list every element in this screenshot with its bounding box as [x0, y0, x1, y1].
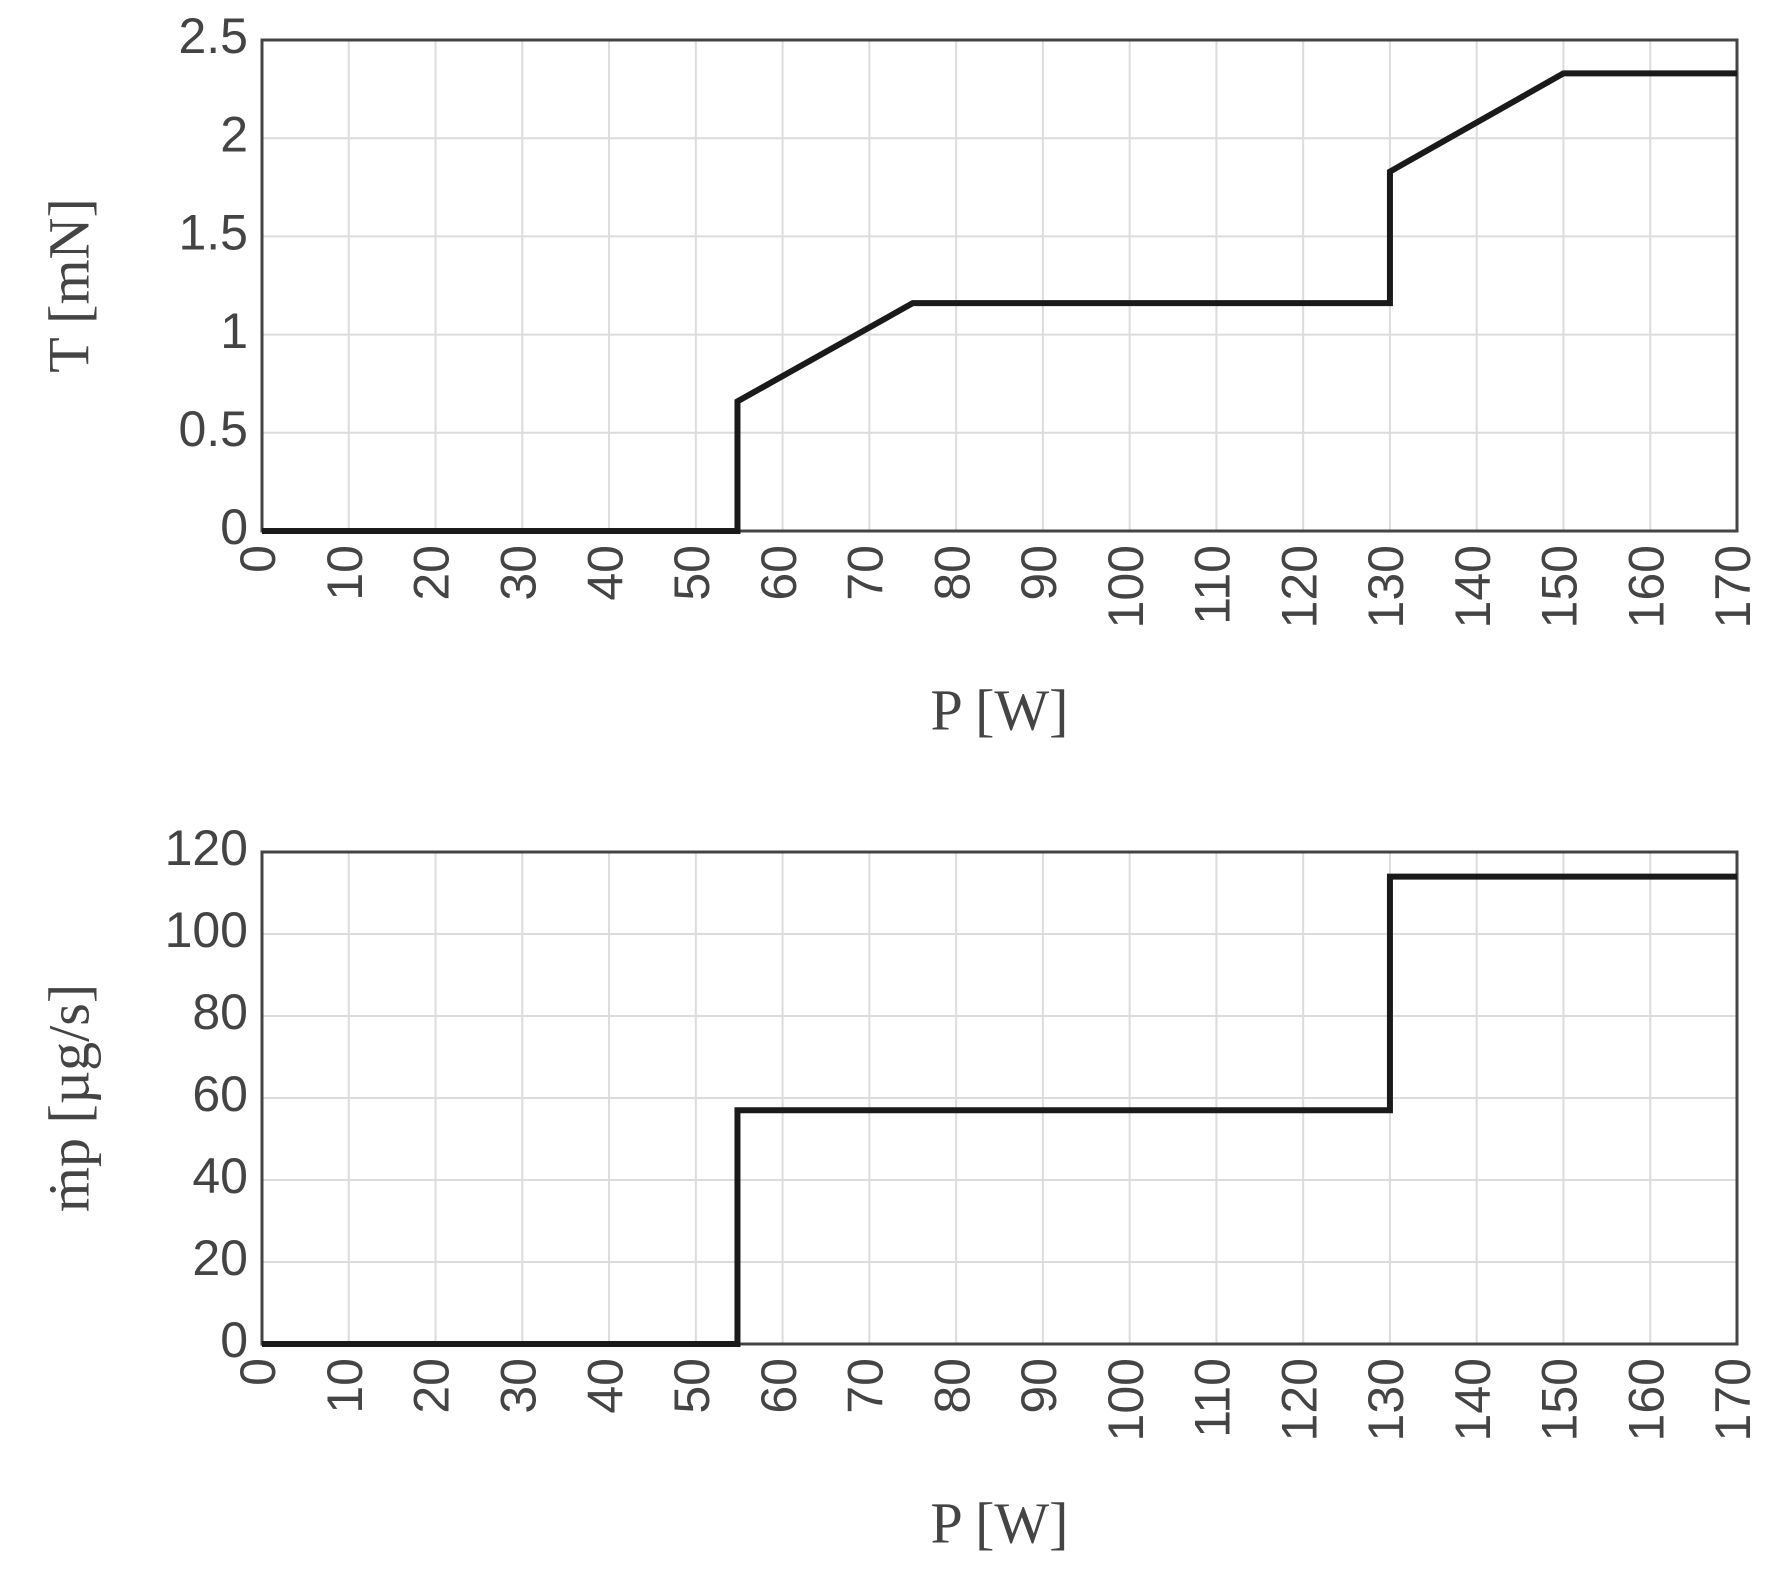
x-tick-label: 30 [490, 545, 546, 601]
x-tick-label: 60 [751, 545, 807, 601]
x-tick-label: 160 [1618, 545, 1674, 628]
line [262, 70, 1737, 534]
x-tick-label: 80 [924, 1358, 980, 1414]
x-tick-label: 50 [664, 545, 720, 601]
x-tick-label: 10 [317, 1358, 373, 1414]
x-tick-label: 60 [751, 1358, 807, 1414]
y-tick-label: 60 [192, 1066, 248, 1122]
y-tick-label: 0 [220, 499, 248, 555]
y-tick-label: 1.5 [178, 205, 248, 261]
x-tick-label: 70 [838, 1358, 894, 1414]
x-axis-label: P [W] [931, 1490, 1069, 1555]
x-tick-label: 10 [317, 545, 373, 601]
x-tick-label: 140 [1445, 545, 1501, 628]
y-axis-label: T [mN] [36, 198, 101, 373]
x-tick-label: 0 [230, 1358, 286, 1386]
plot-frame [260, 38, 1739, 533]
x-tick-label: 120 [1271, 545, 1327, 628]
x-tick-label: 20 [404, 545, 460, 601]
x-tick-label: 110 [1185, 1358, 1241, 1438]
x-tick-label: 150 [1532, 545, 1588, 628]
y-tick-label: 100 [165, 902, 248, 958]
y-tick-label: 0 [220, 1312, 248, 1368]
x-tick-label: 170 [1705, 545, 1761, 628]
y-tick-label: 0.5 [178, 401, 248, 457]
y-axis-label: ṁp [µg/s] [36, 984, 101, 1212]
x-tick-label: 110 [1185, 545, 1241, 625]
x-tick-label: 90 [1011, 545, 1067, 601]
x-tick-label: 120 [1271, 1358, 1327, 1441]
x-tick-label: 100 [1098, 545, 1154, 628]
x-tick-label: 130 [1358, 545, 1414, 628]
y-tick-label: 20 [192, 1230, 248, 1286]
x-axis-label: P [W] [931, 677, 1069, 742]
x-tick-label: 130 [1358, 1358, 1414, 1441]
x-tick-label: 80 [924, 545, 980, 601]
x-tick-label: 170 [1705, 1358, 1761, 1441]
x-tick-label: 40 [577, 1358, 633, 1414]
y-tick-label: 2.5 [178, 8, 248, 64]
x-tick-label: 150 [1532, 1358, 1588, 1441]
line [262, 873, 1737, 1347]
y-tick-label: 120 [165, 820, 248, 876]
x-tick-label: 40 [577, 545, 633, 601]
x-tick-label: 140 [1445, 1358, 1501, 1441]
y-tick-label: 2 [220, 106, 248, 162]
x-tick-label: 30 [490, 1358, 546, 1414]
y-tick-label: 1 [220, 303, 248, 359]
x-tick-label: 90 [1011, 1358, 1067, 1414]
x-tick-label: 0 [230, 545, 286, 573]
x-tick-label: 100 [1098, 1358, 1154, 1441]
plot-frame [260, 850, 1739, 1346]
x-tick-label: 70 [838, 545, 894, 601]
y-tick-label: 80 [192, 984, 248, 1040]
x-tick-label: 160 [1618, 1358, 1674, 1441]
x-tick-label: 50 [664, 1358, 720, 1414]
y-tick-label: 40 [192, 1148, 248, 1204]
x-tick-label: 20 [404, 1358, 460, 1414]
